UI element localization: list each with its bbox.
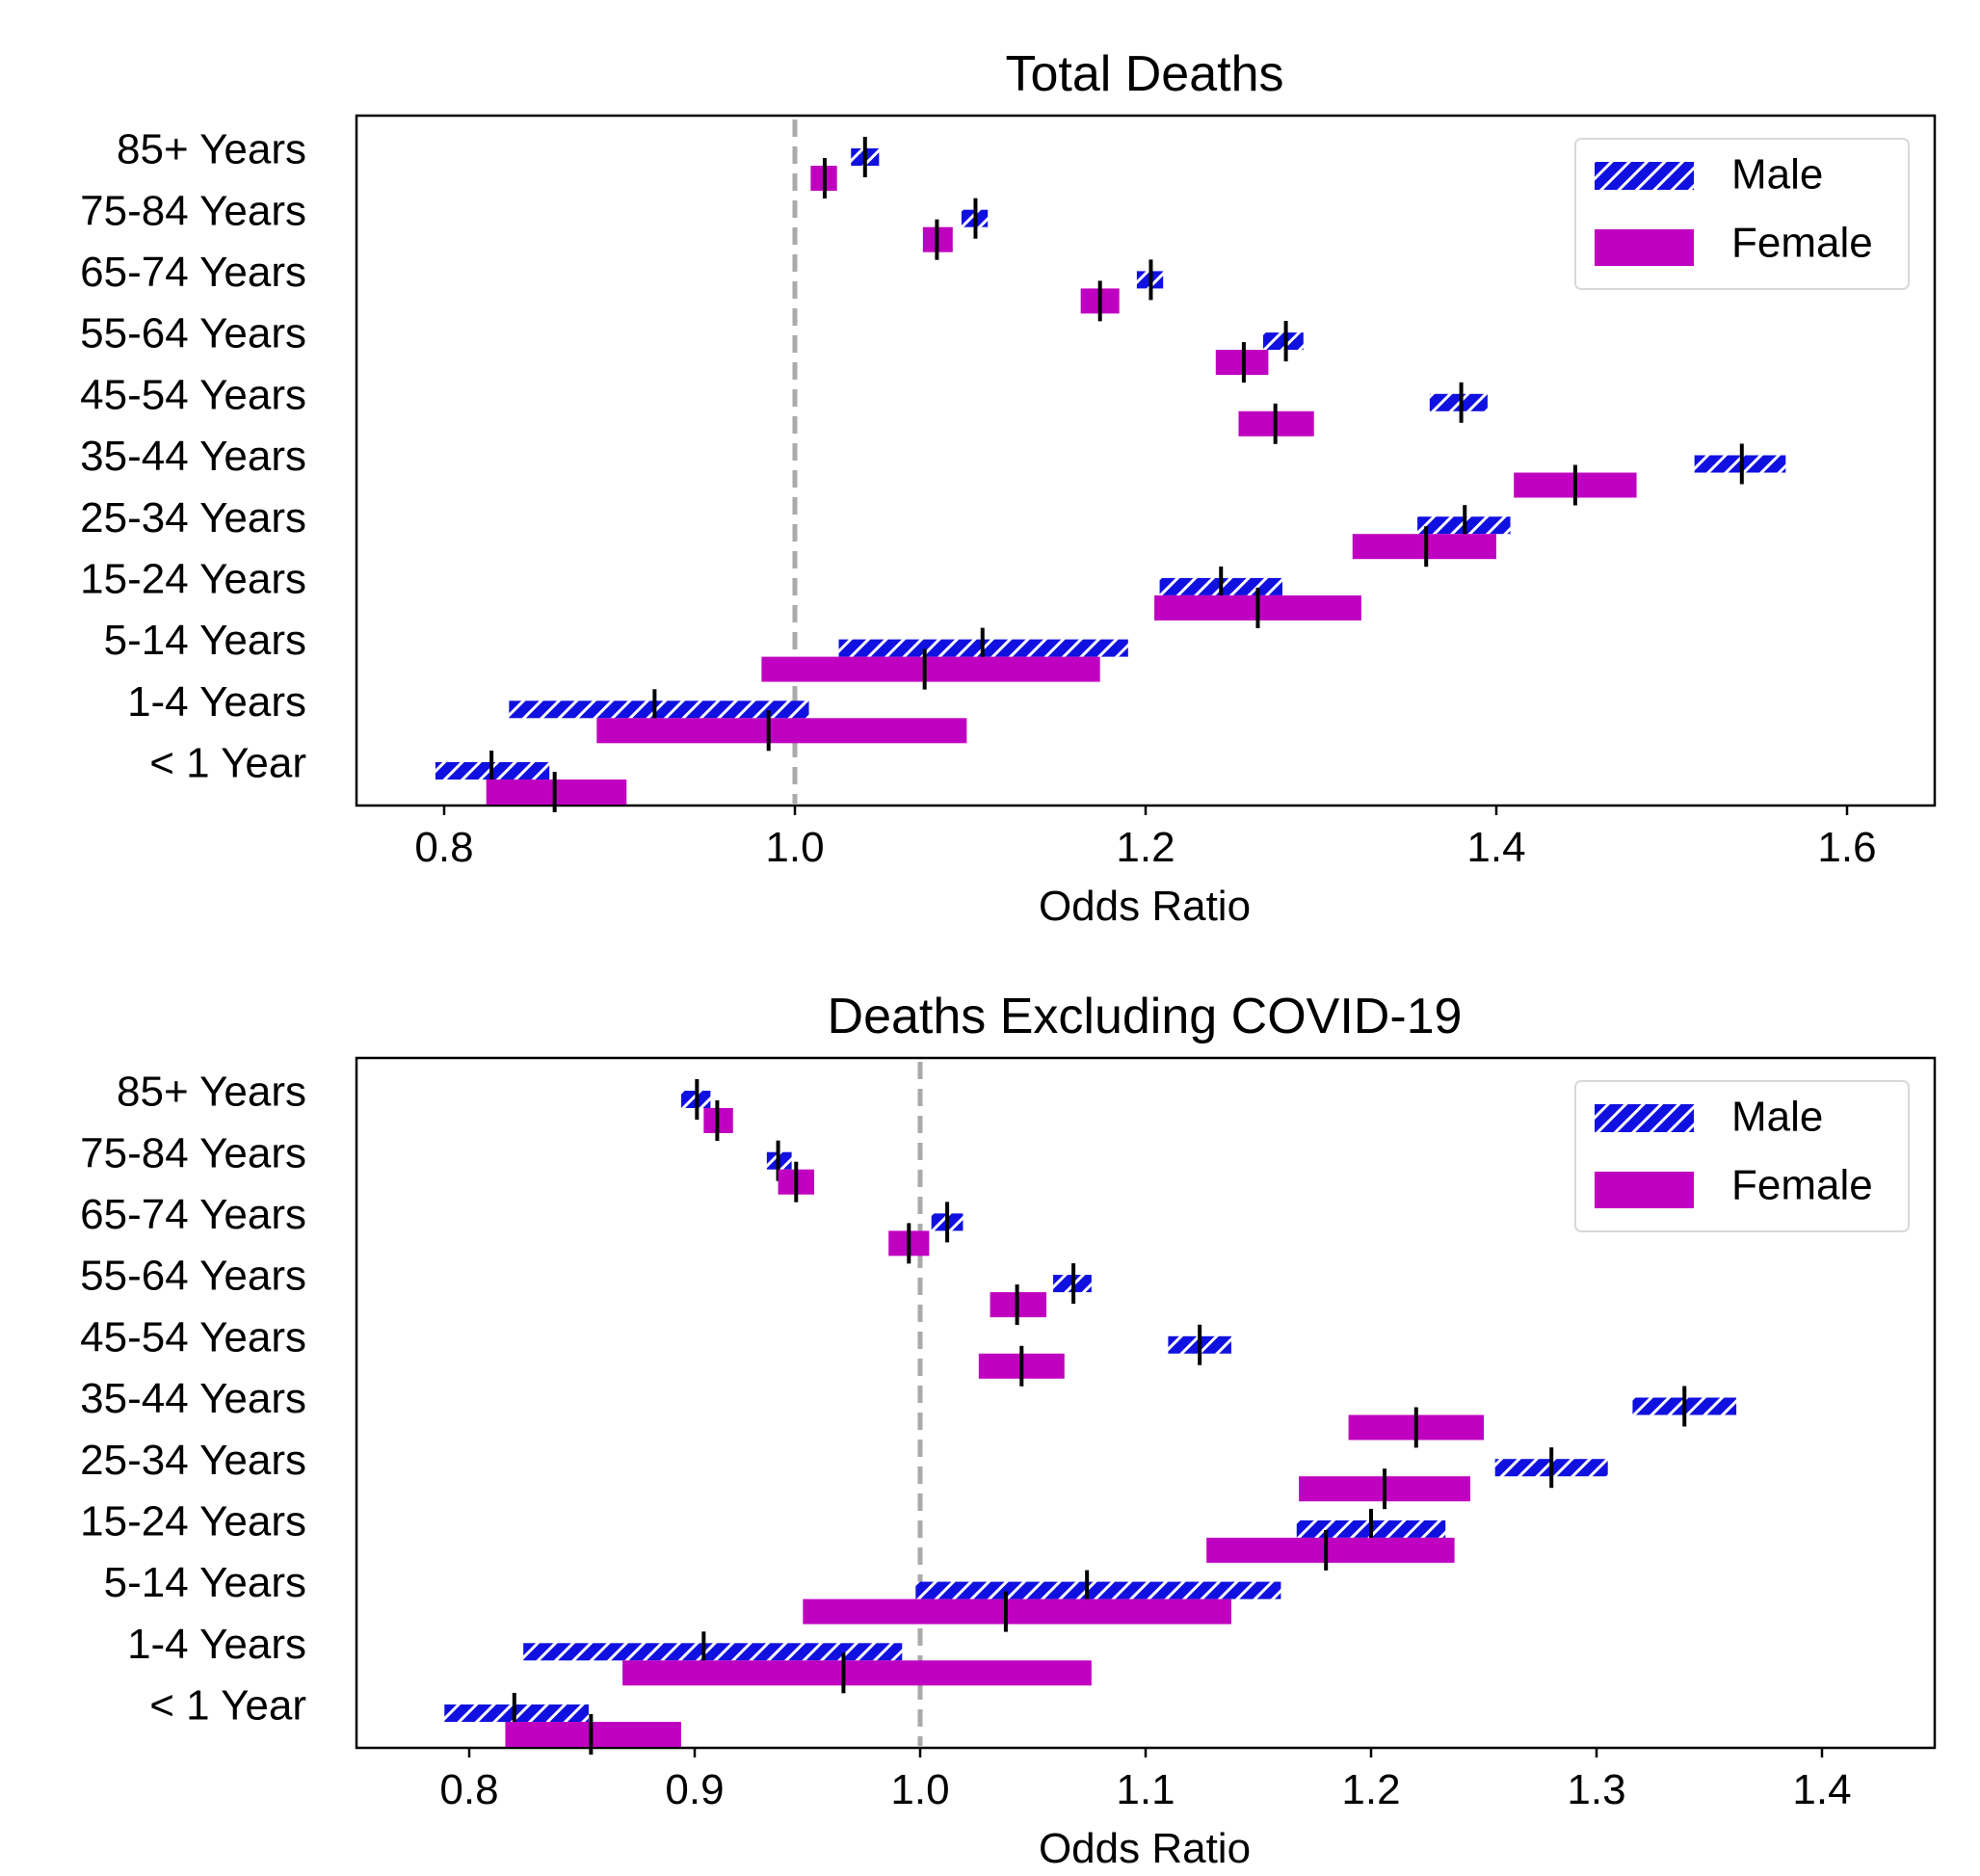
female-ci-bar — [505, 1722, 681, 1747]
category-label: 55-64 Years — [80, 310, 306, 357]
category-label: 15-24 Years — [80, 556, 306, 603]
x-tick-label: 1.2 — [1341, 1766, 1400, 1813]
category-label: 65-74 Years — [80, 249, 306, 296]
category-label: 35-44 Years — [80, 1375, 306, 1422]
male-ci-bar — [1429, 393, 1488, 411]
category-label: 1-4 Years — [127, 678, 306, 726]
legend: Male Female — [1574, 1080, 1910, 1232]
x-axis: 0.8 1.0 1.2 1.4 1.6 — [414, 806, 1877, 871]
male-ci-bar — [509, 700, 809, 719]
category-label: 25-34 Years — [80, 494, 306, 542]
x-tick-label: 1.4 — [1466, 824, 1525, 871]
chart-title: Deaths Excluding COVID-19 — [828, 989, 1463, 1044]
male-ci-bar — [915, 1581, 1281, 1599]
x-tick-label: 1.1 — [1116, 1766, 1175, 1813]
category-label: 25-34 Years — [80, 1437, 306, 1484]
male-ci-bar — [1262, 332, 1304, 351]
category-label: 75-84 Years — [80, 187, 306, 234]
data-marks — [435, 137, 1786, 812]
legend-swatch-female — [1595, 1172, 1694, 1208]
data-marks — [444, 1079, 1737, 1755]
x-tick-label: 1.0 — [765, 824, 824, 871]
panel-total-deaths: Total Deaths 85+ Years 75-84 Years 65-74 Y… — [80, 46, 1937, 930]
category-label: 65-74 Years — [80, 1191, 306, 1238]
legend-swatch-female — [1595, 229, 1694, 266]
male-ci-bar — [523, 1643, 903, 1661]
category-label: 1-4 Years — [127, 1621, 306, 1668]
male-ci-bar — [444, 1704, 590, 1722]
category-label: 75-84 Years — [80, 1129, 306, 1176]
x-tick-label: 0.8 — [439, 1766, 498, 1813]
panel-excluding-covid: Deaths Excluding COVID-19 85+ Years 75-84… — [80, 989, 1937, 1872]
legend-swatch-male — [1595, 162, 1694, 190]
x-tick-label: 1.6 — [1817, 824, 1876, 871]
legend-label-female: Female — [1731, 220, 1873, 267]
chart-title: Total Deaths — [1005, 46, 1283, 102]
category-label: 55-64 Years — [80, 1253, 306, 1300]
category-label: 85+ Years — [117, 1069, 306, 1116]
x-axis: 0.8 0.9 1.0 1.1 1.2 1.3 1.4 — [439, 1748, 1852, 1813]
x-axis-label: Odds Ratio — [1039, 883, 1251, 930]
legend-label-female: Female — [1731, 1162, 1873, 1209]
x-tick-label: 0.9 — [665, 1766, 724, 1813]
category-label: 5-14 Years — [104, 617, 306, 664]
x-tick-label: 1.3 — [1567, 1766, 1625, 1813]
category-label: 45-54 Years — [80, 1313, 306, 1361]
legend: Male Female — [1574, 138, 1910, 290]
category-label: 5-14 Years — [104, 1559, 306, 1606]
legend-swatch-male — [1595, 1104, 1694, 1132]
x-tick-label: 1.2 — [1116, 824, 1175, 871]
x-tick-label: 0.8 — [414, 824, 473, 871]
female-ci-bar — [596, 718, 967, 744]
female-ci-bar — [1206, 1537, 1455, 1563]
x-tick-label: 1.0 — [890, 1766, 949, 1813]
category-labels: 85+ Years 75-84 Years 65-74 Years 55-64 Yea… — [80, 1069, 306, 1730]
female-ci-bar — [622, 1660, 1092, 1686]
legend-label-male: Male — [1731, 1094, 1823, 1141]
category-label: 35-44 Years — [80, 433, 306, 480]
category-label: < 1 Year — [149, 740, 306, 787]
x-tick-label: 1.4 — [1792, 1766, 1851, 1813]
category-labels: 85+ Years 75-84 Years 65-74 Years 55-64 Yea… — [80, 126, 306, 787]
category-label: 45-54 Years — [80, 371, 306, 418]
category-label: 85+ Years — [117, 126, 306, 173]
female-ci-bar — [761, 656, 1100, 682]
legend-label-male: Male — [1731, 151, 1823, 198]
category-label: < 1 Year — [149, 1682, 306, 1730]
female-ci-bar — [803, 1599, 1231, 1625]
category-label: 15-24 Years — [80, 1498, 306, 1546]
x-axis-label: Odds Ratio — [1039, 1825, 1251, 1872]
